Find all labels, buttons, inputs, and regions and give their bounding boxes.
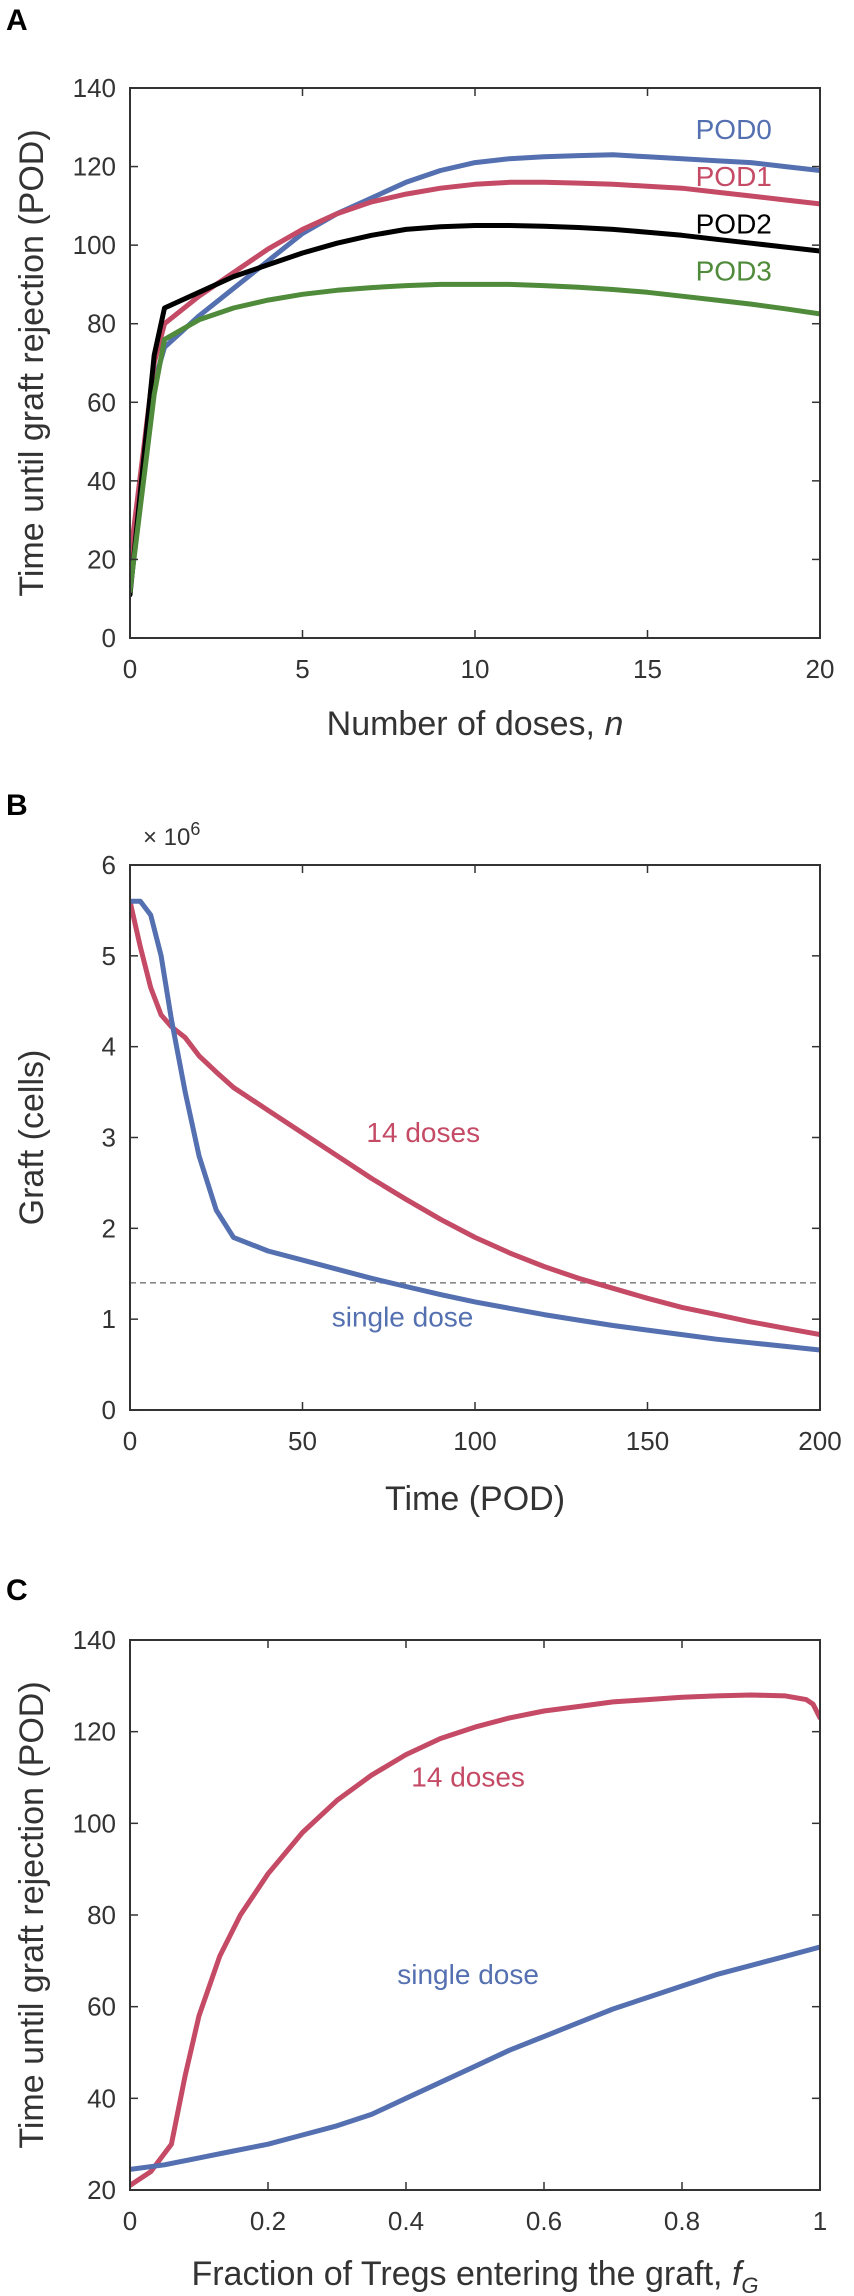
- series-label-pod1: POD1: [696, 161, 772, 192]
- y-axis-label: Time until graft rejection (POD): [13, 1681, 51, 2148]
- series-label-pod3: POD3: [696, 256, 772, 287]
- panel-b: B 0 50 100 150 200 0 1 2 3 4 5 6 Time (POD) Graft (cel…: [6, 789, 842, 1518]
- x-axis-label: Fraction of Tregs entering the graft, fG: [191, 2255, 758, 2296]
- y-tick-label: 80: [87, 309, 116, 339]
- panel-letter: C: [6, 1574, 28, 1607]
- y-axis-label: Time until graft rejection (POD): [13, 129, 51, 596]
- series-label-pod2: POD2: [696, 208, 772, 239]
- x-tick-label: 20: [806, 654, 835, 684]
- series-line-14-doses: [130, 1692, 820, 2188]
- x-tick-label: 0: [123, 2206, 137, 2236]
- x-axis-label-variable: n: [604, 705, 623, 743]
- y-tick-label: 5: [102, 941, 116, 971]
- x-axis-label-text: Number of doses,: [327, 705, 605, 743]
- panel-a: A 0 5 10 15 20 0 20 40 60 80 100 120 140 Number of dos…: [6, 4, 834, 743]
- panel-letter: B: [6, 789, 28, 822]
- x-tick-label: 0: [123, 654, 137, 684]
- series-group: [130, 898, 820, 1353]
- x-axis-label: Number of doses, n: [327, 705, 624, 743]
- y-tick-label: 2: [102, 1213, 116, 1243]
- series-line-pod0: [130, 152, 820, 594]
- y-axis-label: Graft (cells): [13, 1050, 51, 1226]
- series-group: [130, 152, 820, 598]
- x-axis-label: Time (POD): [385, 1480, 565, 1518]
- panel-c: C0 0.2 0.4 0.6 0.8 120406080100120140Fraction…: [6, 1574, 827, 2296]
- y-tick-label: 100: [73, 1808, 116, 1838]
- y-tick-label: 100: [73, 230, 116, 260]
- x-tick-label: 0.2: [250, 2206, 286, 2236]
- series-line-pod2: [130, 223, 820, 598]
- x-axis-label-text: Time (POD): [385, 1480, 565, 1518]
- y-tick-label: 60: [87, 1992, 116, 2022]
- y-tick-label: 140: [73, 73, 116, 103]
- series-label-14-doses: 14 doses: [411, 1762, 525, 1793]
- x-tick-label: 15: [633, 654, 662, 684]
- y-tick-label: 0: [102, 623, 116, 653]
- y-tick-label: 20: [87, 2175, 116, 2205]
- y-tick-label: 120: [73, 152, 116, 182]
- y-tick-label: 40: [87, 2083, 116, 2113]
- series-line-single-dose: [130, 1944, 820, 2172]
- x-axis-label-subscript: G: [741, 2273, 758, 2296]
- y-tick-label: 0: [102, 1395, 116, 1425]
- x-tick-label: 5: [295, 654, 309, 684]
- x-tick-label: 50: [288, 1426, 317, 1456]
- y-tick-label: 140: [73, 1625, 116, 1655]
- y-tick-label: 1: [102, 1304, 116, 1334]
- y-tick-label: 6: [102, 850, 116, 880]
- series-label-pod0: POD0: [696, 114, 772, 145]
- series-group: [130, 1692, 820, 2188]
- x-tick-label: 200: [798, 1426, 841, 1456]
- y-tick-label: 4: [102, 1032, 116, 1062]
- series-label-14-doses: 14 doses: [366, 1117, 480, 1148]
- plot-frame: [129, 1639, 821, 2191]
- panel-letter: A: [6, 4, 28, 37]
- x-tick-label: 0.4: [388, 2206, 424, 2236]
- exponent-base: × 10: [143, 824, 190, 851]
- y-tick-label: 40: [87, 466, 116, 496]
- x-tick-label: 100: [453, 1426, 496, 1456]
- y-tick-label: 80: [87, 1900, 116, 1930]
- x-tick-label: 1: [813, 2206, 827, 2236]
- series-line-pod3: [130, 281, 820, 594]
- y-tick-label: 120: [73, 1717, 116, 1747]
- y-tick-label: 3: [102, 1123, 116, 1153]
- x-tick-label: 150: [626, 1426, 669, 1456]
- x-tick-label: 0.6: [526, 2206, 562, 2236]
- x-tick-label: 0.8: [664, 2206, 700, 2236]
- x-tick-label: 0: [123, 1426, 137, 1456]
- exponent-power: 6: [190, 819, 200, 839]
- series-label-single-dose: single dose: [397, 1959, 539, 1990]
- series-label-single-dose: single dose: [332, 1301, 474, 1332]
- x-tick-label: 10: [461, 654, 490, 684]
- series-line-single-dose: [130, 898, 820, 1353]
- y-tick-label: 60: [87, 387, 116, 417]
- y-tick-label: 20: [87, 544, 116, 574]
- exponent-label: × 106: [143, 819, 200, 851]
- x-axis-label-text: Fraction of Tregs entering the graft,: [191, 2255, 732, 2293]
